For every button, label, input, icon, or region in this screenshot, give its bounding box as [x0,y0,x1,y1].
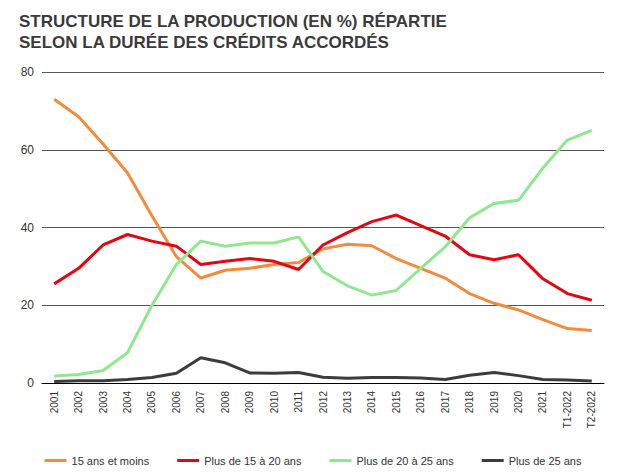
svg-text:2020: 2020 [513,391,524,414]
svg-text:20: 20 [21,298,35,312]
svg-text:2016: 2016 [415,391,426,414]
svg-text:0: 0 [27,376,34,390]
svg-text:2006: 2006 [171,391,182,414]
svg-text:2011: 2011 [293,391,304,413]
svg-text:SELON LA DURÉE DES CRÉDITS ACC: SELON LA DURÉE DES CRÉDITS ACCORDÉS [19,33,389,52]
svg-text:2018: 2018 [464,391,475,414]
svg-text:2001: 2001 [49,391,60,414]
svg-text:2012: 2012 [318,391,329,414]
svg-text:STRUCTURE DE LA PRODUCTION (EN: STRUCTURE DE LA PRODUCTION (EN %) RÉPART… [19,12,447,31]
svg-text:2019: 2019 [489,391,500,414]
svg-text:40: 40 [21,221,35,235]
svg-text:2015: 2015 [391,391,402,414]
svg-text:2014: 2014 [366,391,377,414]
svg-text:2013: 2013 [342,391,353,414]
svg-text:T2-2022: T2-2022 [586,391,597,429]
svg-text:2003: 2003 [98,391,109,414]
svg-text:2002: 2002 [73,391,84,414]
svg-text:2007: 2007 [195,391,206,414]
svg-text:T1-2022: T1-2022 [562,391,573,429]
svg-text:2010: 2010 [269,391,280,414]
svg-text:15 ans et moins: 15 ans et moins [72,455,150,467]
svg-text:2021: 2021 [537,391,548,414]
svg-text:2008: 2008 [220,391,231,414]
svg-text:Plus de 25 ans: Plus de 25 ans [509,455,582,467]
svg-text:80: 80 [21,65,35,79]
svg-text:2017: 2017 [440,391,451,414]
svg-text:Plus de 20 à 25 ans: Plus de 20 à 25 ans [356,455,454,467]
svg-text:Plus de 15 à 20 ans: Plus de 15 à 20 ans [204,455,302,467]
svg-text:2005: 2005 [146,391,157,414]
svg-text:60: 60 [21,143,35,157]
svg-text:2009: 2009 [244,391,255,414]
svg-text:2004: 2004 [122,391,133,414]
